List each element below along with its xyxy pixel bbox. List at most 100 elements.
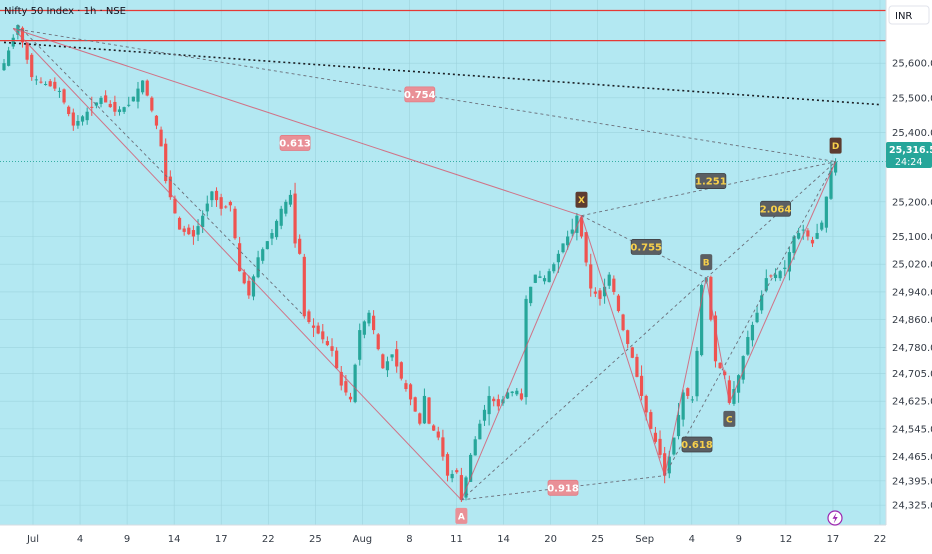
pattern-leg [12, 28, 462, 501]
pattern-leg [581, 215, 666, 476]
candle [538, 270, 542, 279]
ratio-badge [695, 173, 727, 189]
candle [191, 225, 196, 245]
candle-body [436, 431, 440, 438]
candle-body [108, 103, 112, 108]
candle-body [538, 276, 542, 278]
candle [145, 79, 149, 97]
candle-body [478, 423, 482, 440]
currency-button[interactable]: INR [888, 5, 930, 25]
candle [247, 275, 251, 299]
candle [686, 387, 690, 399]
price-axis[interactable] [886, 0, 932, 550]
candle [459, 467, 463, 503]
candle-body [644, 395, 648, 413]
candle-body [228, 201, 232, 206]
x-tick-label: 22 [874, 534, 887, 545]
candle-body [85, 111, 89, 121]
ratio-label: 1.251 [695, 173, 727, 189]
candle [653, 426, 658, 444]
pattern-guide-line [17, 24, 305, 317]
candle-body [778, 271, 782, 279]
pattern-leg [705, 278, 730, 403]
point-letter: B [703, 259, 710, 269]
candle [829, 161, 833, 200]
candle [612, 275, 616, 295]
candle-body [57, 90, 62, 92]
candle [533, 274, 537, 284]
candle-body [589, 264, 593, 289]
candle [455, 468, 459, 474]
candle-body [284, 201, 288, 214]
ratio-value: 0.755 [630, 242, 662, 253]
candle-body [390, 354, 394, 358]
candle-body [653, 432, 658, 442]
candle-body [196, 226, 200, 235]
ratio-badge [681, 436, 713, 453]
x-tick-label: 8 [406, 534, 412, 545]
candle [85, 107, 89, 125]
candle-body [603, 286, 607, 297]
candle-body [413, 397, 417, 412]
candle-body [713, 315, 718, 362]
candle-body [298, 238, 302, 254]
candle [335, 347, 339, 369]
candle-body [418, 413, 422, 424]
candle-body [385, 361, 390, 371]
candle [339, 366, 343, 391]
candle-body [815, 233, 819, 239]
y-tick-label: 24,465.00 [892, 452, 932, 463]
candle [348, 392, 353, 403]
candle [519, 388, 524, 401]
candle [556, 250, 560, 273]
candle-body [34, 79, 38, 81]
candle [566, 230, 570, 250]
candle [663, 446, 667, 484]
candle [584, 232, 588, 267]
candle [7, 46, 11, 67]
candle [589, 253, 593, 297]
candle-body [205, 203, 209, 212]
x-tick-label: Jul [26, 534, 39, 545]
candle [824, 196, 828, 233]
candle-body [834, 161, 838, 173]
candle-body [505, 392, 510, 399]
candle-body [353, 364, 357, 403]
alert-icon[interactable] [827, 510, 843, 526]
y-tick-label: 24,545.00 [892, 424, 932, 435]
y-tick-label: 24,705.00 [892, 369, 932, 380]
candle [99, 95, 103, 108]
pattern-leg [664, 277, 707, 476]
candle-body [168, 176, 172, 198]
candle-body [681, 392, 685, 420]
pattern-leg [728, 161, 837, 404]
ratio-label: 0.918 [547, 479, 579, 496]
candle [727, 375, 731, 405]
candle [487, 386, 491, 426]
descending-trendline [3, 41, 882, 106]
candle [834, 158, 838, 176]
candle [769, 274, 773, 279]
candle [810, 236, 815, 247]
x-tick-label: 22 [262, 534, 275, 545]
time-axis[interactable] [0, 525, 886, 550]
candle-body [362, 321, 366, 335]
candle [270, 229, 274, 246]
candle [117, 106, 122, 116]
currency-label: INR [895, 11, 912, 22]
candle [381, 353, 385, 369]
y-tick-label: 25,020.00 [892, 260, 932, 271]
candle-body [265, 241, 269, 250]
x-tick-label: Aug [353, 534, 373, 545]
candle-body [663, 453, 667, 476]
candle [552, 262, 556, 274]
candle [644, 394, 648, 421]
x-tick-label: 12 [780, 534, 793, 545]
candle [321, 324, 325, 344]
candle-body [824, 196, 828, 228]
candle [390, 354, 394, 362]
last-price-tag: 25,316.55 24:24 [886, 142, 932, 168]
candle [90, 96, 94, 116]
